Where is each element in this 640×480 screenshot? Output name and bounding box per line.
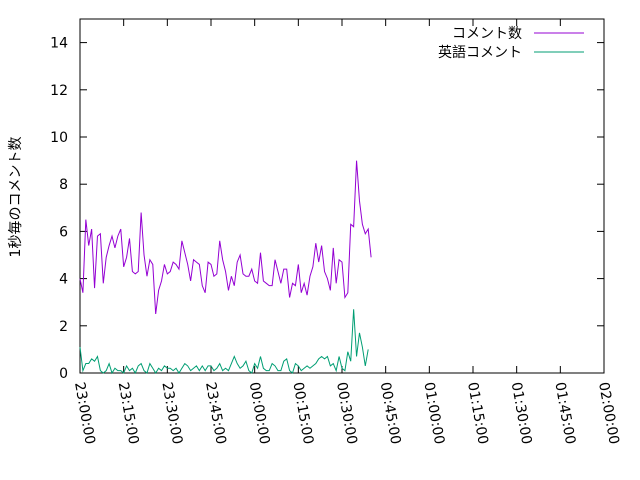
y-tick-label: 10 (50, 130, 68, 146)
legend-label: コメント数 (452, 26, 522, 42)
y-tick-label: 8 (59, 177, 68, 193)
x-axis: 23:00:00 23:15:00 23:30:00 23:45:00 00:00:00… (71, 19, 622, 446)
plot-border (79, 18, 605, 374)
series-line-0 (79, 160, 372, 315)
x-tick-label: 01:30:00 (508, 381, 535, 446)
y-tick-label: 0 (59, 366, 68, 382)
x-tick-label: 23:00:00 (71, 381, 98, 446)
y-tick-label: 4 (59, 272, 68, 288)
x-tick-label: 01:45:00 (551, 381, 578, 446)
x-tick-label: 02:00:00 (595, 381, 622, 446)
legend-label: 英語コメント (438, 44, 522, 61)
x-tick-label: 00:15:00 (289, 381, 316, 446)
x-tick-label: 00:30:00 (333, 381, 360, 446)
series-layer (79, 160, 372, 375)
y-tick-label: 14 (50, 36, 68, 52)
x-tick-label: 01:15:00 (464, 381, 491, 446)
x-tick-label: 00:45:00 (377, 381, 404, 446)
x-tick-label: 23:15:00 (115, 381, 142, 446)
series-line-1 (79, 309, 369, 375)
x-tick-label: 01:00:00 (420, 381, 447, 446)
y-tick-label: 6 (59, 224, 68, 240)
y-axis: 0 2 4 6 8 10 12 14 (50, 36, 604, 382)
x-tick-label: 00:00:00 (246, 381, 273, 446)
plot-frame (79, 18, 605, 374)
y-tick-label: 2 (59, 319, 68, 335)
y-tick-label: 12 (50, 83, 68, 99)
y-axis-title: 1秒毎のコメント数 (8, 137, 24, 258)
x-tick-label: 23:30:00 (158, 381, 185, 446)
x-tick-label: 23:45:00 (202, 381, 229, 446)
